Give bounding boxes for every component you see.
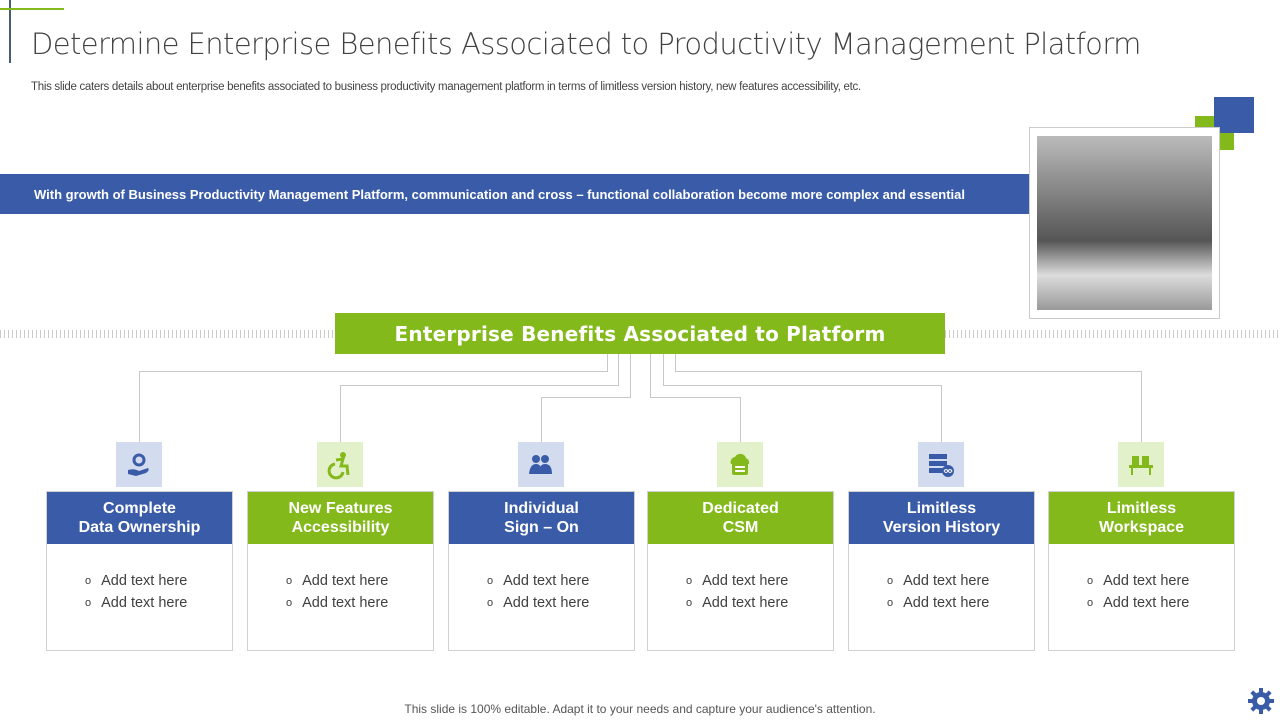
benefit-card-title: Individual Sign – On bbox=[449, 492, 634, 544]
benefit-card: LimitlessWorkspaceAdd text hereAdd text … bbox=[1048, 491, 1235, 651]
connector-segment bbox=[740, 397, 741, 442]
title-line-2: Version History bbox=[882, 519, 1001, 536]
icon-box bbox=[918, 442, 964, 487]
accent-line-vertical bbox=[9, 0, 11, 63]
footer-note: This slide is 100% editable. Adapt it to… bbox=[404, 702, 876, 716]
connector-segment bbox=[941, 385, 942, 442]
connector-segment bbox=[139, 371, 140, 442]
connector-segment bbox=[340, 385, 341, 442]
connector-segment bbox=[650, 397, 741, 398]
title-line-2: Accessibility bbox=[291, 519, 390, 536]
title-line-1: Limitless bbox=[1106, 500, 1177, 517]
connector-segment bbox=[618, 354, 619, 385]
deco-square-blue bbox=[1214, 97, 1254, 133]
title-line-1: Limitless bbox=[906, 500, 977, 517]
bullet-item: Add text here bbox=[286, 573, 433, 589]
connector-segment bbox=[541, 397, 631, 398]
connector-segment bbox=[663, 354, 664, 385]
title-line-2: Data Ownership bbox=[78, 519, 201, 536]
bullet-item: Add text here bbox=[887, 573, 1034, 589]
bullet-list: Add text here Add text here bbox=[849, 544, 1034, 611]
bullet-item: Add text here bbox=[85, 595, 232, 611]
bullet-item: Add text here bbox=[686, 595, 833, 611]
benefit-card: Dedicated CSM Add text here Add text here bbox=[647, 491, 834, 651]
connector-segment bbox=[1141, 371, 1142, 442]
page-subtitle: This slide caters details about enterpri… bbox=[31, 81, 861, 93]
bullet-list: Add text here Add text here bbox=[47, 544, 232, 611]
hand-gear-icon bbox=[128, 453, 149, 476]
bullet-item: Add text here bbox=[1087, 573, 1234, 589]
connector-segment bbox=[650, 354, 651, 397]
title-line-2: Workspace bbox=[1098, 519, 1185, 536]
bullet-list: Add text here Add text here bbox=[248, 544, 433, 611]
banner: With growth of Business Productivity Man… bbox=[0, 174, 1029, 214]
bullet-item: Add text here bbox=[286, 595, 433, 611]
title-line-2: CSM bbox=[722, 519, 759, 536]
connector-segment bbox=[630, 354, 631, 397]
connector-segment bbox=[541, 397, 542, 442]
photo-frame bbox=[1029, 127, 1220, 319]
benefit-card-title: Limitless Version History bbox=[849, 492, 1034, 544]
users-icon bbox=[529, 454, 552, 474]
server-infinity-icon bbox=[929, 453, 954, 477]
hub-header: Enterprise Benefits Associated to Platfo… bbox=[335, 313, 945, 354]
connector-segment bbox=[139, 371, 608, 372]
connector-segment bbox=[675, 371, 1142, 372]
bullet-item: Add text here bbox=[487, 595, 634, 611]
icon-box bbox=[518, 442, 564, 487]
bullet-item: Add text here bbox=[85, 573, 232, 589]
title-line-1: Individual bbox=[504, 500, 579, 517]
connector-segment bbox=[675, 354, 676, 371]
icon-box bbox=[116, 442, 162, 487]
bullet-list: Add text here Add text here bbox=[648, 544, 833, 611]
benefit-card: New FeaturesAccessibilityAdd text hereAd… bbox=[247, 491, 434, 651]
connector-segment bbox=[340, 385, 619, 386]
bullet-item: Add text here bbox=[686, 573, 833, 589]
desk-chairs-icon bbox=[1129, 455, 1153, 475]
gear-icon bbox=[1248, 688, 1274, 714]
cloud-server-icon bbox=[730, 453, 750, 475]
title-line-2: Sign – On bbox=[504, 519, 579, 536]
dashed-divider-left bbox=[0, 330, 335, 338]
title-line-1: Dedicated bbox=[702, 500, 779, 517]
page-title: Determine Enterprise Benefits Associated… bbox=[31, 27, 1141, 61]
benefit-card-title: New Features Accessibility bbox=[248, 492, 433, 544]
icon-box bbox=[717, 442, 763, 487]
dashed-divider-right bbox=[945, 330, 1280, 338]
benefit-card-title: Complete Data Ownership bbox=[47, 492, 232, 544]
bullet-list: Add text here Add text here bbox=[1049, 544, 1234, 611]
bullet-item: Add text here bbox=[887, 595, 1034, 611]
accessibility-icon bbox=[327, 451, 350, 479]
connector-segment bbox=[607, 354, 608, 371]
icon-box bbox=[317, 442, 363, 487]
bullet-item: Add text here bbox=[1087, 595, 1234, 611]
benefit-card-title: Limitless Workspace bbox=[1049, 492, 1234, 544]
benefit-card-title: Dedicated CSM bbox=[648, 492, 833, 544]
connector-segment bbox=[663, 385, 942, 386]
team-meeting-photo bbox=[1037, 136, 1212, 310]
title-line-1: Complete bbox=[103, 500, 176, 517]
icon-box bbox=[1118, 442, 1164, 487]
bullet-list: Add text here Add text here bbox=[449, 544, 634, 611]
title-line-1: New Features bbox=[288, 500, 393, 517]
bullet-item: Add text here bbox=[487, 573, 634, 589]
accent-line-horizontal bbox=[0, 8, 64, 10]
